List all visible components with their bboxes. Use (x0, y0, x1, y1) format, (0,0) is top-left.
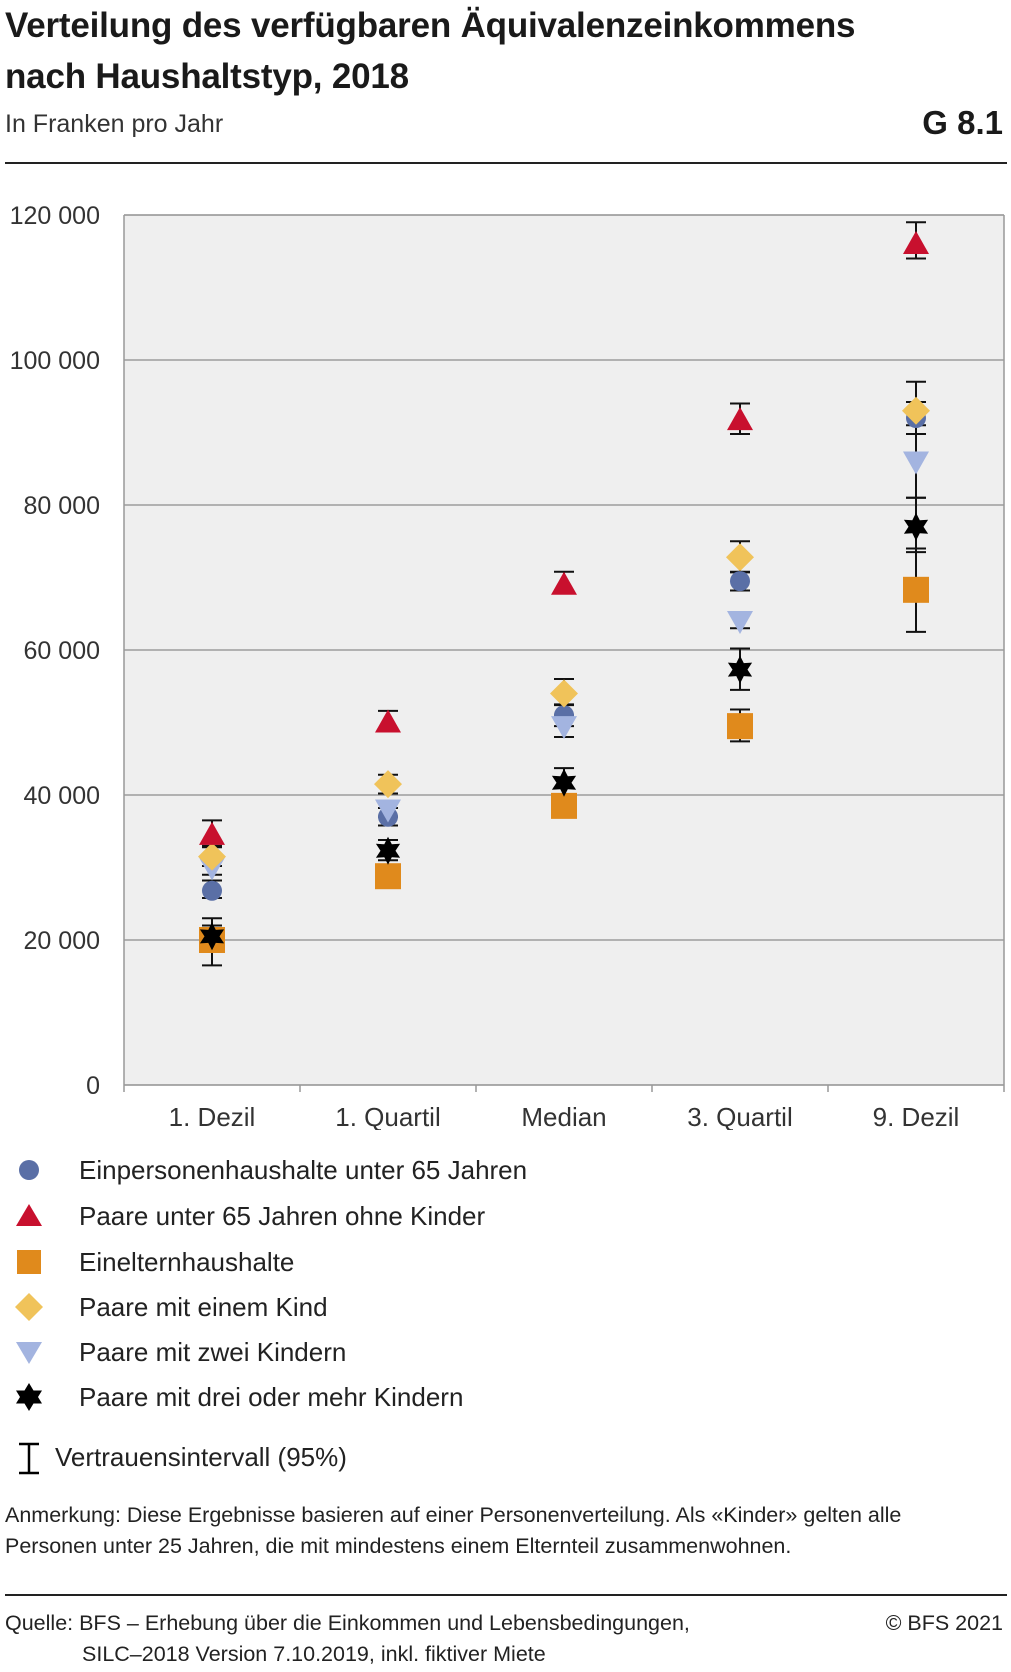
data-point (727, 713, 753, 740)
error-bar-icon (19, 1442, 39, 1475)
x-tick-label: 3. Quartil (687, 1102, 793, 1130)
y-tick-label: 20 000 (24, 927, 100, 955)
legend-item-paare-zwei-kinder: Paare mit zwei Kindern (5, 1332, 705, 1372)
title-line-2: nach Haushaltstyp, 2018 (5, 57, 409, 96)
y-tick-label: 120 000 (10, 202, 100, 230)
legend-label: Einpersonenhaushalte unter 65 Jahren (79, 1155, 528, 1185)
chart-subtitle: In Franken pro Jahr (5, 110, 224, 138)
data-point (903, 231, 929, 254)
data-point (903, 512, 929, 541)
star-icon (16, 1383, 42, 1411)
data-point (375, 799, 401, 823)
legend-item-paare-drei-kinder: Paare mit drei oder mehr Kindern (5, 1377, 705, 1417)
x-tick-label: 1. Dezil (169, 1102, 256, 1130)
data-point (374, 770, 402, 799)
y-tick-label: 60 000 (24, 637, 100, 665)
data-point (903, 576, 929, 603)
source-line-1: Quelle: BFS – Erhebung über die Einkomme… (5, 1611, 690, 1635)
legend-label: Paare mit einem Kind (79, 1292, 328, 1322)
y-tick-label: 0 (86, 1072, 100, 1100)
header-rule (5, 162, 1007, 164)
chart-note: Anmerkung: Diese Ergebnisse basieren auf… (5, 1500, 1005, 1562)
data-point (375, 709, 401, 733)
legend-item-einelternhaushalte: Einelternhaushalte (5, 1242, 705, 1282)
data-point (551, 768, 577, 797)
data-point (375, 863, 401, 890)
data-point (550, 679, 578, 708)
legend-item-einpersonen: Einpersonenhaushalte unter 65 Jahren (5, 1150, 705, 1190)
source: Quelle: BFS – Erhebung über die Einkomme… (5, 1608, 690, 1670)
x-tick-label: 1. Quartil (335, 1102, 441, 1130)
data-point (199, 821, 225, 845)
circle-icon (19, 1160, 39, 1180)
square-icon (17, 1250, 41, 1274)
data-point (727, 407, 753, 431)
data-point (551, 792, 577, 819)
triangle-down-icon (16, 1342, 42, 1364)
data-point (375, 836, 401, 865)
footer-rule (5, 1594, 1007, 1596)
legend-item-paare-ohne-kinder: Paare unter 65 Jahren ohne Kinder (5, 1196, 705, 1236)
y-tick-label: 40 000 (24, 782, 100, 810)
title-line-1: Verteilung des verfügbaren Äquivalenzein… (5, 6, 856, 45)
chart-title: Verteilung des verfügbaren Äquivalenzein… (5, 0, 945, 102)
data-point (198, 842, 226, 871)
data-point (902, 396, 930, 425)
legend-label: Paare mit drei oder mehr Kindern (79, 1382, 464, 1412)
data-point (903, 451, 929, 475)
legend-label: Paare unter 65 Jahren ohne Kinder (79, 1201, 486, 1231)
data-point (551, 571, 577, 595)
legend-label: Vertrauensintervall (95%) (55, 1442, 347, 1472)
x-tick-label: Median (521, 1102, 606, 1130)
note-line-1: Anmerkung: Diese Ergebnisse basieren auf… (5, 1503, 902, 1527)
data-point (726, 543, 754, 572)
data-point (727, 611, 753, 634)
data-point (727, 655, 753, 684)
copyright: © BFS 2021 (885, 1611, 1003, 1635)
legend-label: Einelternhaushalte (79, 1247, 295, 1277)
diamond-icon (15, 1293, 43, 1321)
chart-code: G 8.1 (922, 104, 1003, 141)
legend-label: Paare mit zwei Kindern (79, 1337, 347, 1367)
data-point (551, 716, 577, 740)
data-point (199, 922, 225, 951)
y-tick-label: 80 000 (24, 492, 100, 520)
triangle-up-icon (16, 1204, 42, 1226)
legend-item-confidence-interval: Vertrauensintervall (95%) (5, 1437, 705, 1477)
legend-item-paare-ein-kind: Paare mit einem Kind (5, 1287, 705, 1327)
data-point (202, 880, 222, 901)
data-point (730, 571, 750, 592)
x-tick-label: 9. Dezil (873, 1102, 960, 1130)
note-line-2: Personen unter 25 Jahren, die mit mindes… (5, 1534, 792, 1558)
y-tick-label: 100 000 (10, 347, 100, 375)
scatter-chart: 0 20 000 40 000 60 000 80 000 100 000 120 000 1… (10, 202, 1005, 1130)
source-line-2: SILC–2018 Version 7.10.2019, inkl. fikti… (82, 1642, 546, 1666)
